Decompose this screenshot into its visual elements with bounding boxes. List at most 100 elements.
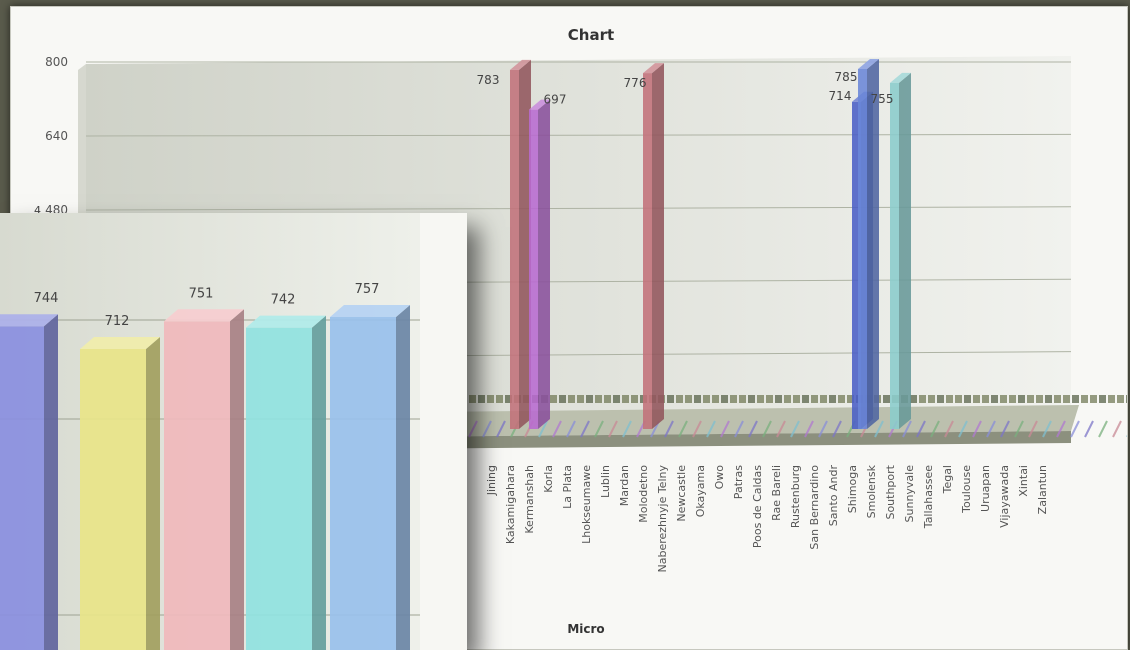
floor-label-glyph: [928, 395, 935, 403]
floor-label-glyph: [757, 395, 764, 403]
zoom-bar-side: [396, 305, 410, 650]
floor-stripe: [972, 420, 982, 438]
bar-side: [519, 59, 531, 430]
x-tick-label: Mardan: [618, 465, 631, 506]
floor-stripe: [678, 420, 688, 438]
bar: [890, 72, 911, 429]
zoom-bar-top: [80, 336, 160, 349]
floor-stripe: [580, 420, 590, 438]
floor-label-glyph: [586, 395, 593, 403]
bar-front: [510, 69, 519, 430]
zoom-bar-front: [164, 321, 230, 650]
value-label: 755: [871, 92, 894, 106]
floor-stripe: [622, 420, 632, 438]
zoom-value-label: 744: [34, 291, 59, 306]
floor-label-glyph: [478, 395, 485, 403]
x-tick-label: Korla: [542, 465, 555, 493]
floor-label-glyph: [559, 395, 566, 403]
x-tick-label: Kakamigahara: [504, 465, 517, 544]
bar: [510, 59, 531, 430]
x-tick-label: Zalantun: [1036, 465, 1049, 514]
floor-stripe: [566, 420, 576, 438]
bar-top: [890, 72, 911, 83]
zoom-bar-side: [230, 309, 244, 650]
floor-label-glyph: [505, 395, 512, 403]
x-tick-label: Jining: [485, 465, 498, 496]
floor-label-glyph: [604, 395, 611, 403]
zoom-bar: [164, 309, 244, 650]
x-tick-label: Xintai: [1017, 465, 1030, 497]
y-axis-prefix: 4: [34, 204, 41, 217]
zoom-bar-top: [0, 314, 58, 327]
zoom-bar-front: [80, 348, 146, 650]
floor-label-glyph: [910, 395, 917, 403]
floor-label-glyph: [964, 395, 971, 403]
floor-stripe: [832, 420, 842, 438]
x-tick-label: Kermanshah: [523, 465, 536, 534]
floor-label-glyph: [838, 395, 845, 403]
floor-stripe: [930, 420, 940, 438]
floor-stripe: [776, 420, 786, 438]
floor-stripe: [790, 420, 800, 438]
y-tick-label: 800: [45, 55, 68, 69]
bar-side: [538, 99, 550, 429]
floor-label-glyph: [613, 395, 620, 403]
x-tick-label: Poos de Caldas: [751, 465, 764, 548]
floor-stripe: [944, 420, 954, 438]
floor-stripe: [664, 420, 674, 438]
x-tick-label: Southport: [884, 464, 897, 519]
zoom-bar-top: [246, 315, 326, 328]
floor-stripe: [1098, 420, 1108, 438]
floor-label-glyph: [1018, 395, 1025, 403]
floor-stripe: [594, 420, 604, 438]
zoom-value-label: 742: [271, 293, 296, 308]
bar-top: [529, 99, 550, 110]
x-tick-label: Shimoga: [846, 465, 859, 513]
x-axis-label: Micro: [567, 622, 604, 636]
zoom-bar-front: [246, 327, 312, 650]
floor-stripe: [958, 420, 968, 438]
chart-title: Chart: [568, 26, 614, 44]
floor-label-glyph: [748, 395, 755, 403]
zoom-bar: [330, 305, 410, 650]
floor-label-glyph: [730, 395, 737, 403]
floor-stripe: [608, 420, 618, 438]
zoom-bar: [0, 314, 58, 650]
floor-stripe: [552, 420, 562, 438]
zoom-margin: [420, 213, 467, 650]
floor-stripe: [762, 420, 772, 438]
zoom-bar-side: [146, 336, 160, 650]
floor-stripe: [468, 420, 478, 438]
bar-front: [890, 82, 899, 429]
bar: [529, 99, 550, 429]
zoomed-chart-panel: 744 712 751 742 757: [0, 213, 467, 650]
floor-label-glyph: [1054, 395, 1061, 403]
floor-stripe: [1056, 420, 1066, 438]
x-tick-label: San Bernardino: [808, 465, 821, 550]
floor-label-glyph: [1000, 395, 1007, 403]
x-tick-label: Rustenburg: [789, 465, 802, 528]
floor-label-glyph: [820, 395, 827, 403]
zoom-value-label: 757: [355, 282, 380, 297]
floor-label-glyph: [766, 395, 773, 403]
floor-label-glyph: [622, 395, 629, 403]
x-tick-label: Okayama: [694, 465, 707, 517]
floor-label-glyph: [955, 395, 962, 403]
bar-front: [858, 68, 867, 429]
floor-stripe: [1000, 420, 1010, 438]
zoom-bar-side: [312, 315, 326, 650]
floor-label-glyph: [1090, 395, 1097, 403]
floor-stripe: [1070, 420, 1080, 438]
floor-label-glyph: [631, 395, 638, 403]
bar-side: [652, 63, 664, 429]
bar-top: [643, 63, 664, 74]
floor-stripe: [1084, 420, 1094, 438]
floor-stripe: [734, 420, 744, 438]
floor-stripe: [874, 420, 884, 438]
zoom-bar: [80, 336, 160, 650]
floor-stripe: [1028, 420, 1038, 438]
floor-label-glyph: [1081, 395, 1088, 403]
y-tick-label: 640: [45, 129, 68, 143]
bar: [643, 63, 664, 429]
x-tick-label: Sunnyvale: [903, 465, 916, 523]
